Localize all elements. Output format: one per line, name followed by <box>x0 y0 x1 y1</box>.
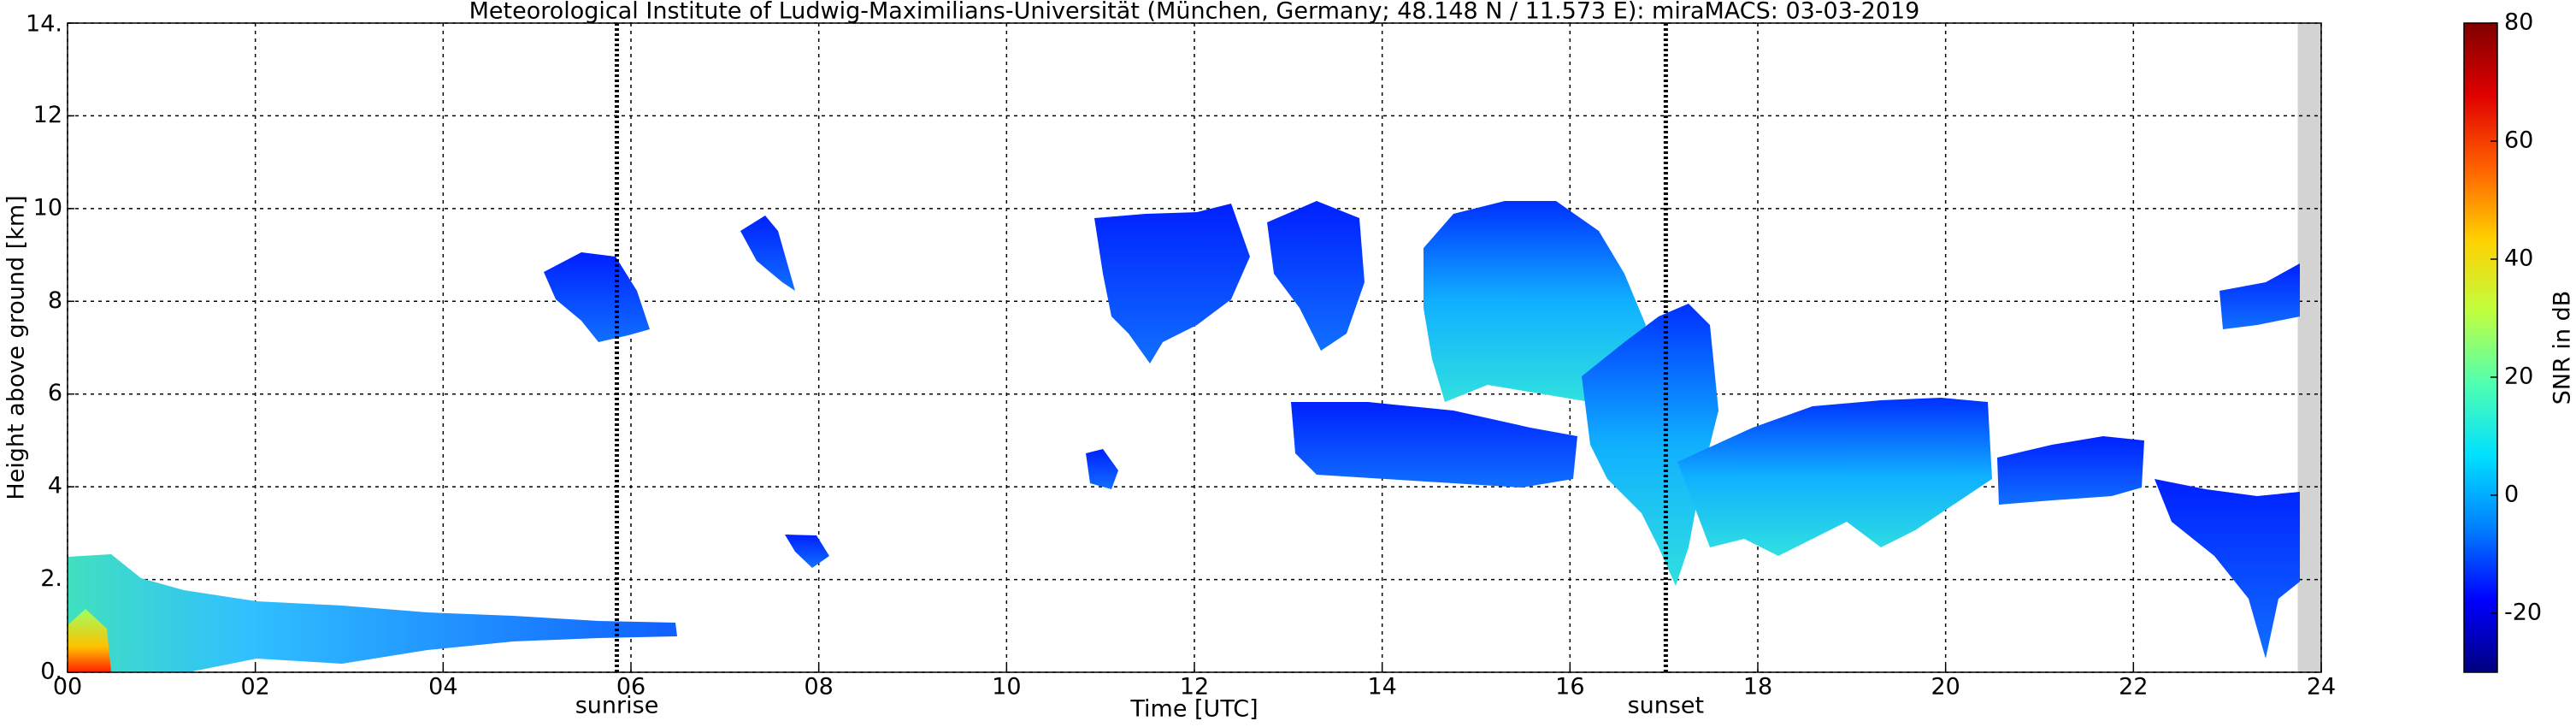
x-tick-label: 06 <box>616 674 645 700</box>
x-tick-label: 24 <box>2307 674 2336 700</box>
x-tick-label: 22 <box>2119 674 2148 700</box>
x-tick-label: 02 <box>240 674 269 700</box>
echo-region <box>785 535 829 568</box>
no-data-shade <box>2297 23 2321 672</box>
echo-region <box>1424 201 1646 402</box>
y-tick-label: 0. <box>40 659 62 685</box>
plot-frame <box>67 22 2322 673</box>
y-tick-label: 14. <box>26 11 62 38</box>
event-label: sunset <box>1628 693 1705 719</box>
y-tick-label: 4 <box>48 473 62 499</box>
echo-region <box>68 609 111 672</box>
echo-region <box>1086 449 1118 489</box>
x-tick-label: 14 <box>1367 674 1396 700</box>
x-tick-label: 04 <box>428 674 457 700</box>
colorbar-tick-label: 60 <box>2504 127 2533 154</box>
echo-region <box>740 216 795 291</box>
echo-region <box>1997 436 2144 505</box>
echo-region <box>1291 402 1577 488</box>
echo-region <box>1267 201 1365 351</box>
echo-region <box>544 252 650 342</box>
y-tick-label: 6 <box>48 380 62 406</box>
y-axis-title: Height above ground [km] <box>3 195 30 499</box>
x-axis-title: Time [UTC] <box>1129 696 1258 723</box>
y-tick-label: 8 <box>48 287 62 314</box>
echo-region <box>1677 398 1992 556</box>
x-tick-label: 16 <box>1555 674 1584 700</box>
colorbar-tick-label: -20 <box>2504 600 2542 626</box>
chart-title: Meteorological Institute of Ludwig-Maxim… <box>469 0 1920 25</box>
radar-echoes <box>68 201 2300 672</box>
colorbar-tick-label: 20 <box>2504 364 2533 390</box>
colorbar-tick-label: 80 <box>2504 9 2533 36</box>
echo-region <box>2219 263 2300 329</box>
x-tick-label: 20 <box>1931 674 1960 700</box>
colorbar-tick-label: 40 <box>2504 245 2533 272</box>
y-tick-label: 2. <box>40 565 62 592</box>
x-tick-label: 10 <box>992 674 1021 700</box>
echo-region <box>1582 304 1718 586</box>
y-tick-label: 10 <box>33 194 62 221</box>
colorbar-tick-label: 0 <box>2504 482 2519 508</box>
echo-region <box>2155 479 2300 659</box>
y-tick-label: 12 <box>33 102 62 128</box>
echo-region <box>1094 204 1250 364</box>
colorbar-title: SNR in dB <box>2549 291 2576 405</box>
echo-region <box>68 554 677 672</box>
event-label: sunrise <box>575 693 659 719</box>
x-tick-label: 12 <box>1180 674 1209 700</box>
x-tick-label: 00 <box>53 674 82 700</box>
x-tick-label: 18 <box>1743 674 1772 700</box>
colorbar <box>2463 22 2498 673</box>
x-tick-label: 08 <box>804 674 833 700</box>
